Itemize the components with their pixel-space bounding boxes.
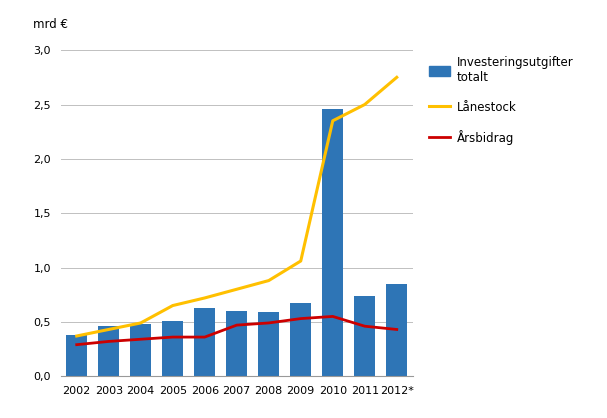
Bar: [386, 284, 407, 376]
Bar: [290, 303, 311, 376]
Bar: [194, 308, 215, 376]
Bar: [322, 109, 343, 376]
Bar: [354, 296, 375, 376]
Bar: [259, 312, 279, 376]
Text: mrd €: mrd €: [33, 18, 67, 31]
Bar: [66, 335, 87, 376]
Bar: [98, 326, 119, 376]
Bar: [226, 311, 247, 376]
Bar: [162, 321, 183, 376]
Bar: [131, 324, 151, 376]
Legend: Investeringsutgifter
totalt, Lånestock, Årsbidrag: Investeringsutgifter totalt, Lånestock, …: [429, 56, 573, 145]
